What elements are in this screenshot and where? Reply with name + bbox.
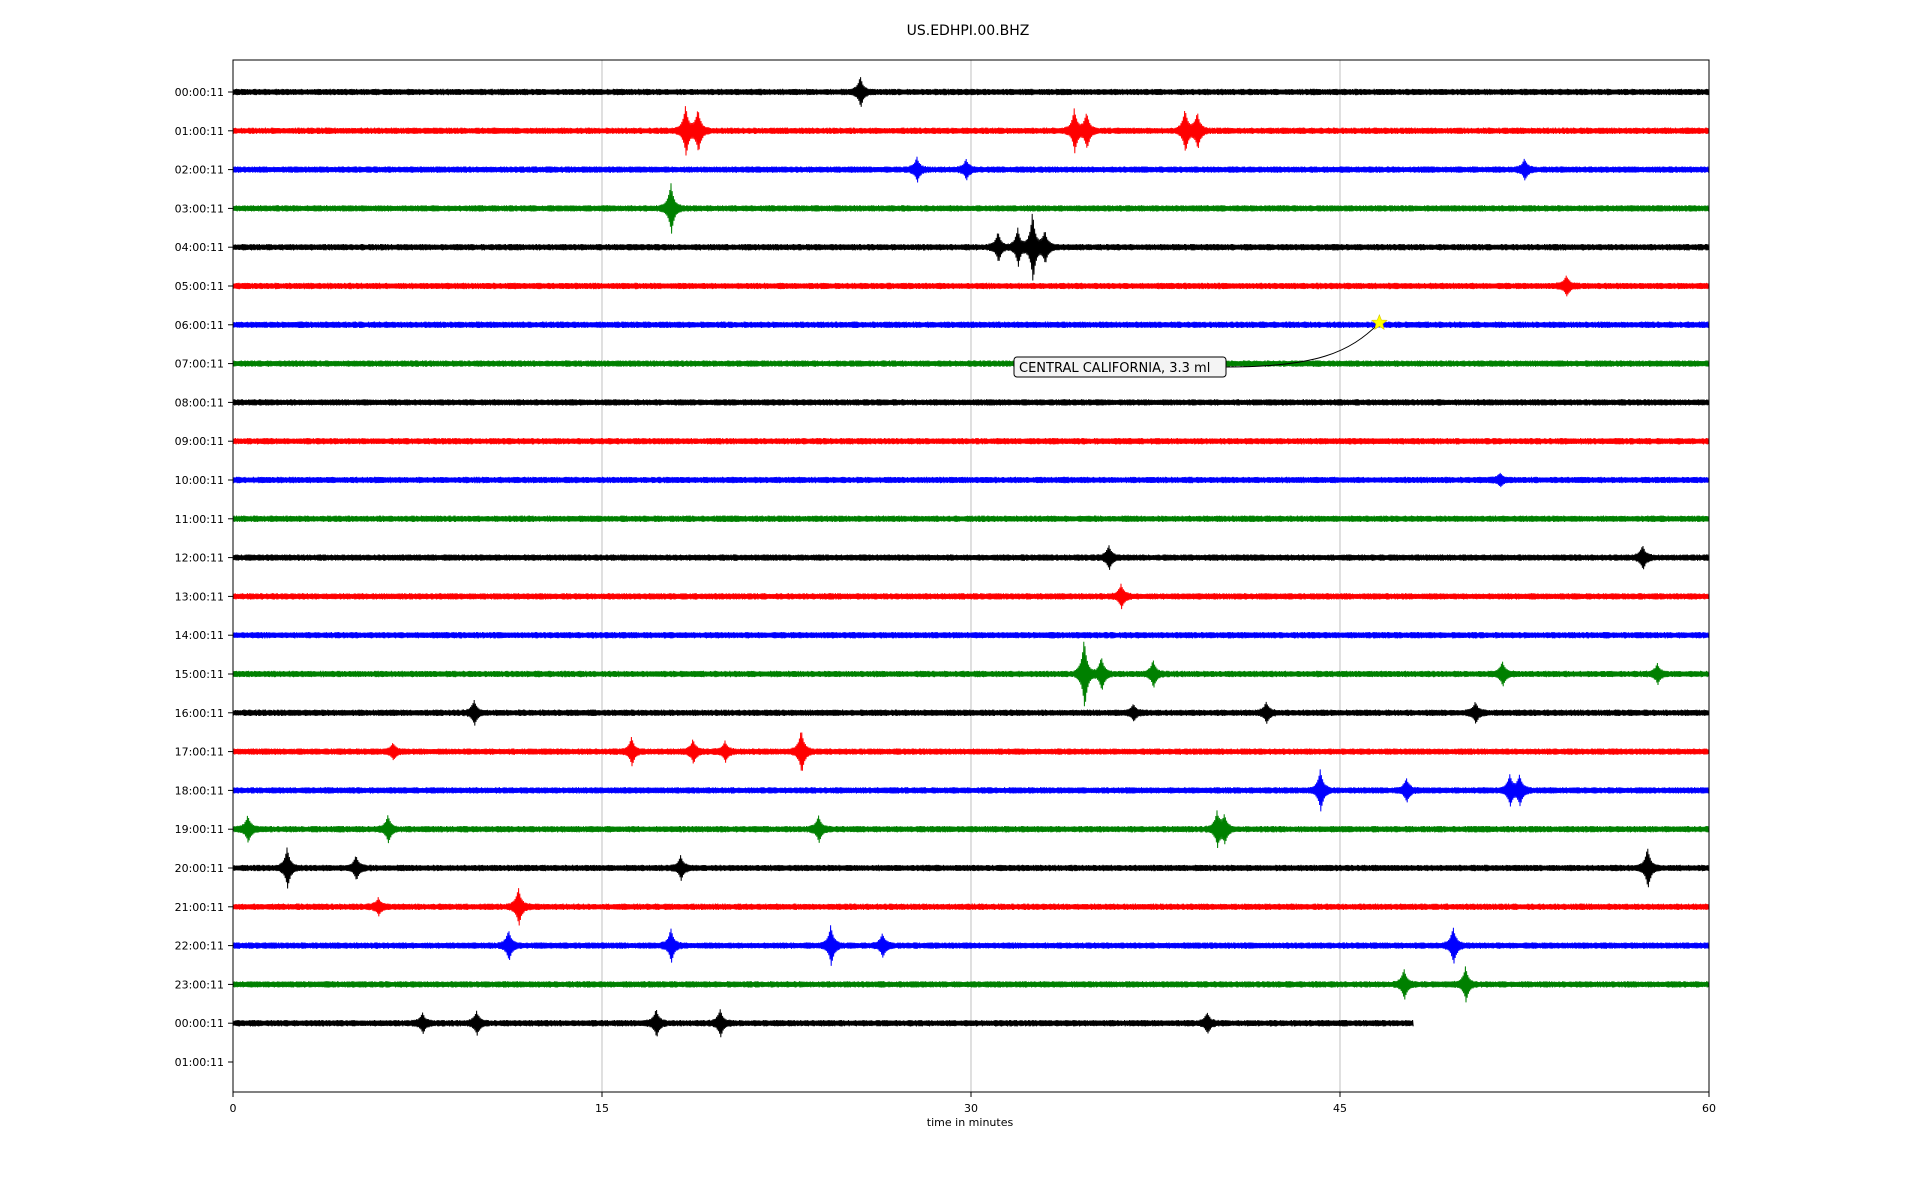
y-tick-label: 18:00:11	[175, 784, 224, 797]
y-tick-label: 00:00:11	[175, 1017, 224, 1030]
y-tick-label: 00:00:11	[175, 86, 224, 99]
seismic-trace	[232, 275, 1709, 297]
y-tick-label: 02:00:11	[175, 164, 224, 177]
x-axis-title: time in minutes	[927, 1116, 1014, 1129]
y-tick-label: 17:00:11	[175, 746, 224, 759]
x-tick-layer: 0 15 30 45 60	[230, 1092, 1716, 1115]
y-tick-label: 11:00:11	[175, 513, 224, 526]
y-tick-label: 12:00:11	[175, 552, 224, 565]
seismic-trace	[232, 545, 1709, 570]
y-tick-label: 21:00:11	[175, 901, 224, 914]
annotation-box	[1013, 356, 1227, 378]
x-tick-label: 60	[1702, 1102, 1716, 1115]
seismic-trace	[232, 156, 1709, 183]
seismic-trace	[232, 472, 1709, 488]
seismic-trace	[232, 360, 1709, 367]
y-tick-label: 15:00:11	[175, 668, 224, 681]
grid-layer	[601, 60, 1341, 1092]
y-tick-label: 22:00:11	[175, 940, 224, 953]
y-tick-label: 16:00:11	[175, 707, 224, 720]
y-tick-label: 01:00:11	[175, 1056, 224, 1069]
annotation-label: CENTRAL CALIFORNIA, 3.3 ml	[1019, 361, 1210, 376]
seismic-trace	[232, 321, 1709, 329]
seismic-trace	[232, 515, 1709, 523]
y-tick-label: 13:00:11	[175, 590, 224, 603]
y-tick-label: 10:00:11	[175, 474, 224, 487]
seismic-trace	[232, 183, 1709, 234]
seismic-trace	[232, 641, 1709, 707]
y-tick-label: 14:00:11	[175, 629, 224, 642]
y-tick-label: 05:00:11	[175, 280, 224, 293]
seismic-trace	[232, 77, 1709, 107]
seismic-trace	[232, 966, 1709, 1003]
seismic-trace	[232, 631, 1709, 639]
y-tick-label: 06:00:11	[175, 319, 224, 332]
chart-title: US.EDHPI.00.BHZ	[907, 23, 1030, 39]
annotation-leader	[1225, 322, 1380, 368]
y-tick-label: 07:00:11	[175, 358, 224, 371]
y-tick-layer: 00:00:11 01:00:11 02:00:11 03:00:11 04:00:11…	[175, 86, 233, 1069]
seismic-trace	[232, 925, 1709, 966]
event-star-marker	[1371, 313, 1388, 330]
y-tick-label: 03:00:11	[175, 202, 224, 215]
y-tick-label: 01:00:11	[175, 125, 224, 138]
seismic-trace	[232, 847, 1709, 889]
seismic-trace	[232, 810, 1709, 849]
seismic-trace	[232, 399, 1709, 406]
y-tick-label: 08:00:11	[175, 396, 224, 409]
annotation-layer: CENTRAL CALIFORNIA, 3.3 ml	[1013, 313, 1388, 378]
seismic-trace	[232, 699, 1709, 726]
y-tick-label: 20:00:11	[175, 862, 224, 875]
x-tick-label: 30	[964, 1102, 978, 1115]
y-tick-label: 23:00:11	[175, 978, 224, 991]
y-tick-label: 09:00:11	[175, 435, 224, 448]
trace-layer	[232, 77, 1709, 1038]
seismic-trace	[232, 213, 1709, 281]
seismic-trace	[232, 732, 1709, 771]
x-tick-label: 0	[230, 1102, 237, 1115]
seismic-trace	[232, 437, 1709, 445]
y-tick-label: 19:00:11	[175, 823, 224, 836]
seismic-trace	[232, 888, 1709, 926]
x-tick-label: 15	[595, 1102, 609, 1115]
seismic-trace	[232, 1009, 1414, 1038]
seismic-trace	[232, 769, 1709, 812]
seismic-trace	[232, 106, 1709, 156]
seismic-trace	[232, 583, 1709, 610]
x-tick-label: 45	[1333, 1102, 1347, 1115]
y-tick-label: 04:00:11	[175, 241, 224, 254]
